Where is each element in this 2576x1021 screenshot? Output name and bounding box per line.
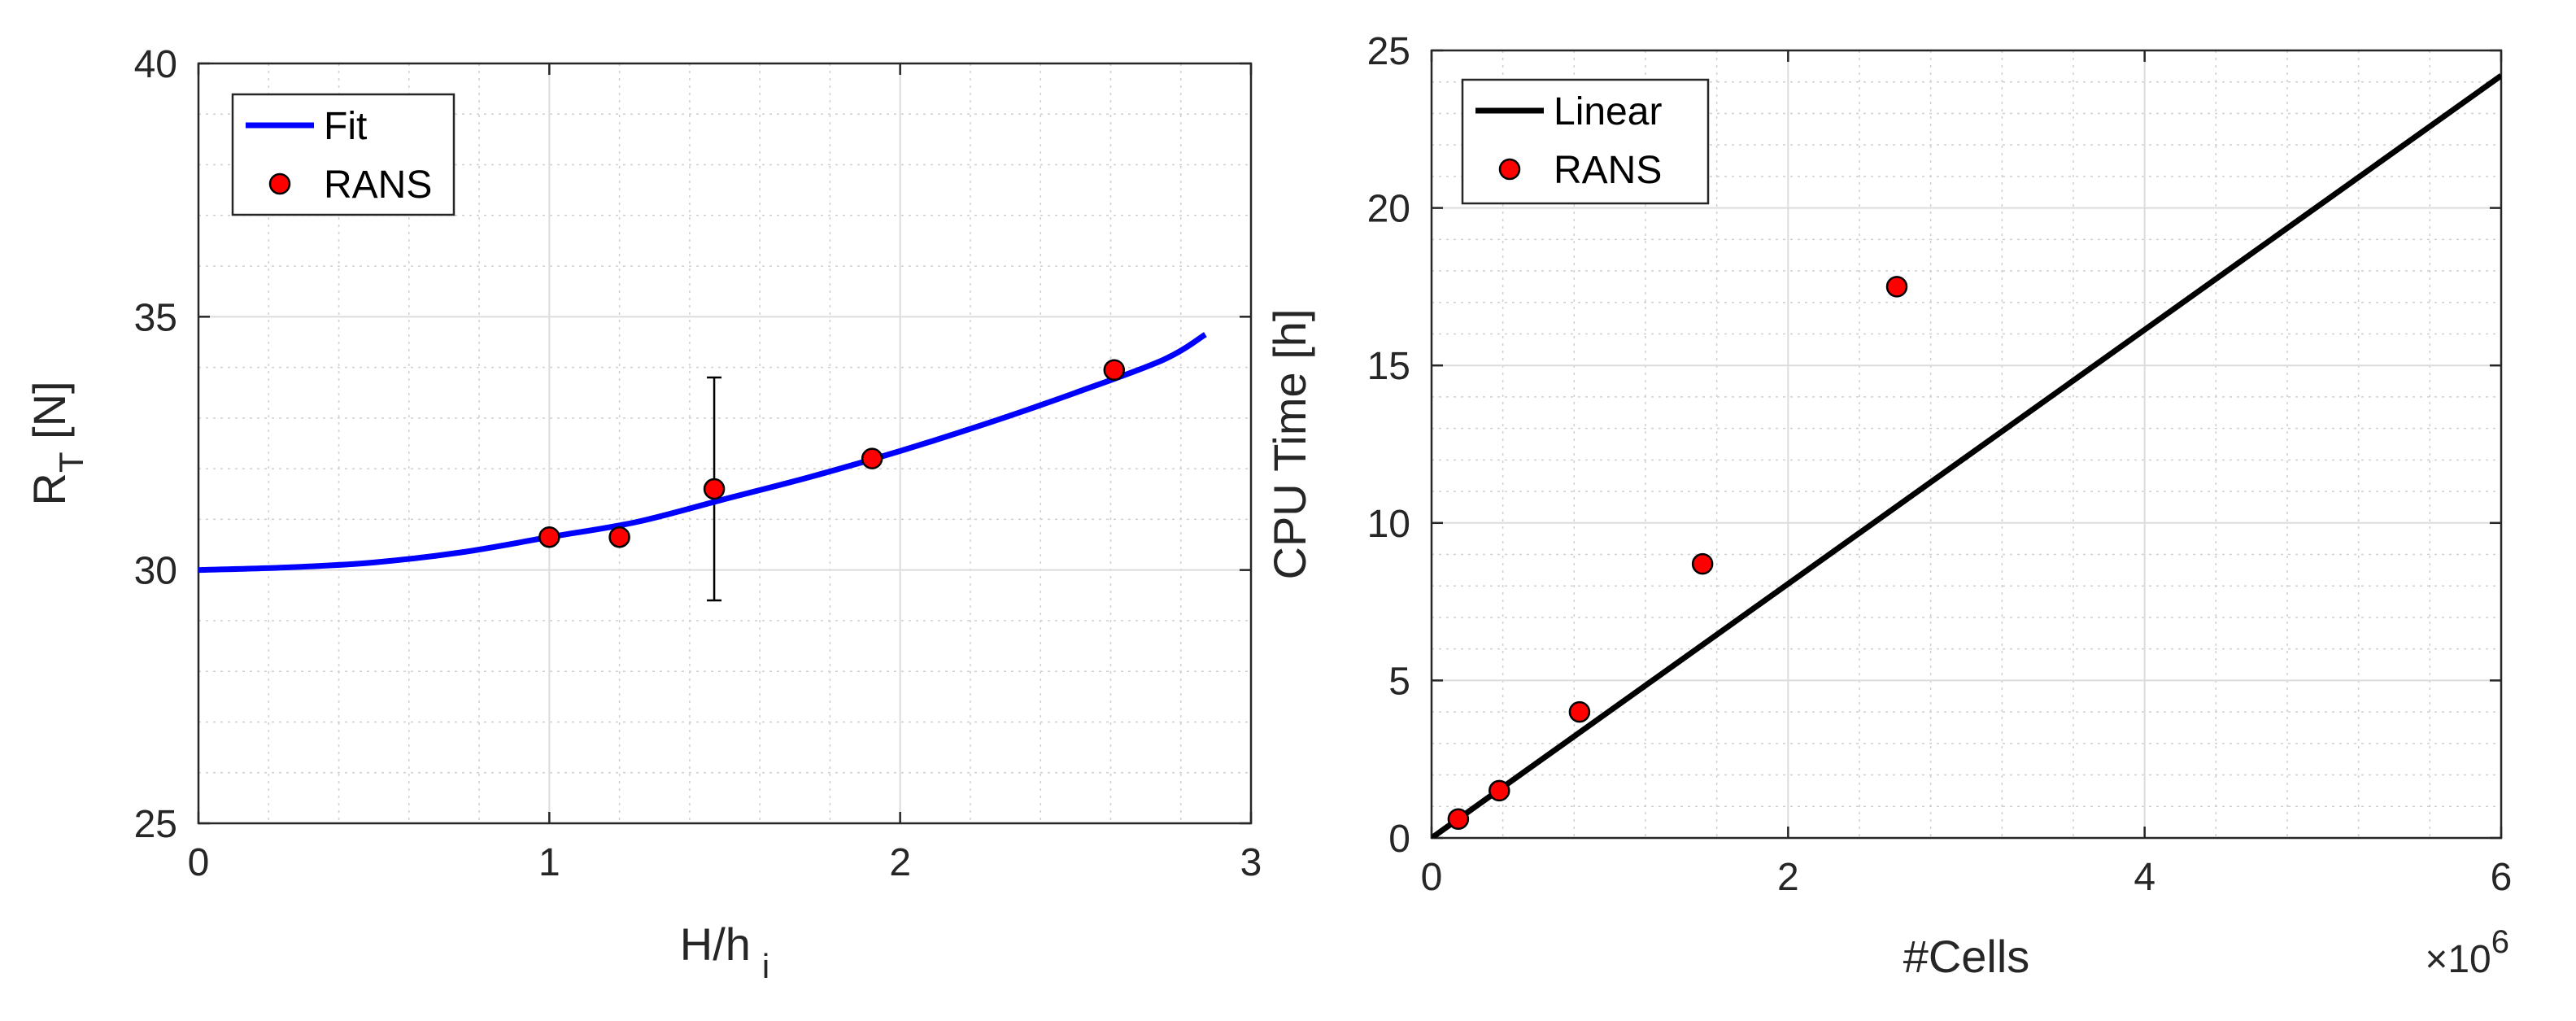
plot-frame bbox=[1430, 49, 2503, 840]
plot-frame bbox=[197, 62, 1253, 825]
data-point-rans bbox=[538, 526, 560, 548]
legend-label-rans: RANS bbox=[1554, 149, 1662, 192]
legend-label-rans: RANS bbox=[324, 164, 432, 207]
x-axis-multiplier: ×106 bbox=[2425, 924, 2509, 981]
y-tick-label: 25 bbox=[1367, 30, 1410, 73]
y-tick-label: 25 bbox=[134, 803, 177, 846]
legend: Fit RANS bbox=[231, 93, 455, 216]
y-tick-label: 30 bbox=[134, 550, 177, 593]
x-axis-label: #Cells bbox=[1903, 931, 2030, 982]
y-axis-label: RT [N] bbox=[24, 381, 90, 505]
data-layer bbox=[198, 332, 1207, 602]
legend-swatch-rans bbox=[268, 172, 291, 195]
y-tick-label: 20 bbox=[1367, 188, 1410, 231]
data-point-rans bbox=[1489, 779, 1510, 802]
legend-label-fit: Fit bbox=[324, 105, 367, 148]
data-point-rans bbox=[1885, 276, 1908, 298]
x-tick-label: 0 bbox=[1421, 856, 1443, 899]
x-tick-label: 6 bbox=[2491, 856, 2513, 899]
legend-swatch-rans bbox=[1498, 158, 1521, 181]
x-tick-label: 2 bbox=[1777, 856, 1799, 899]
x-tick-label: 2 bbox=[889, 841, 911, 884]
x-axis-label: H/h i bbox=[680, 918, 770, 985]
series-line-fit bbox=[198, 332, 1207, 574]
x-tick-label: 4 bbox=[2134, 856, 2155, 899]
y-tick-label: 10 bbox=[1367, 503, 1410, 546]
y-tick-label: 5 bbox=[1388, 660, 1410, 703]
legend-box bbox=[1461, 78, 1710, 205]
legend-label-linear: Linear bbox=[1554, 90, 1662, 133]
data-point-rans bbox=[608, 526, 630, 548]
x-tick-label: 1 bbox=[538, 841, 560, 884]
y-tick-label: 35 bbox=[134, 296, 177, 339]
data-point-rans bbox=[1447, 808, 1470, 831]
data-point-rans bbox=[1103, 359, 1126, 381]
series-line-linear bbox=[1432, 73, 2501, 838]
chart-cpu-vs-cells: 0 2 4 6 0 5 10 15 20 25 #Cells CPU Time [h] ×106 Line… bbox=[1264, 30, 2512, 982]
x-tick-label: 3 bbox=[1240, 841, 1262, 884]
y-tick-label: 0 bbox=[1388, 818, 1410, 861]
y-tick-label: 40 bbox=[134, 43, 177, 86]
y-axis-label: CPU Time [h] bbox=[1264, 309, 1315, 580]
data-point-rans bbox=[1691, 552, 1714, 575]
data-point-rans bbox=[703, 478, 726, 500]
x-tick-label: 0 bbox=[188, 841, 210, 884]
data-layer bbox=[1432, 73, 2501, 838]
y-tick-label: 15 bbox=[1367, 345, 1410, 388]
data-point-rans bbox=[1568, 700, 1591, 723]
legend: Linear RANS bbox=[1461, 78, 1710, 205]
legend-box bbox=[231, 93, 455, 216]
chart-rt-vs-h: 0 1 2 3 25 30 35 40 H/h i RT [N] Fit RANS bbox=[24, 43, 1262, 985]
data-point-rans bbox=[861, 447, 883, 469]
